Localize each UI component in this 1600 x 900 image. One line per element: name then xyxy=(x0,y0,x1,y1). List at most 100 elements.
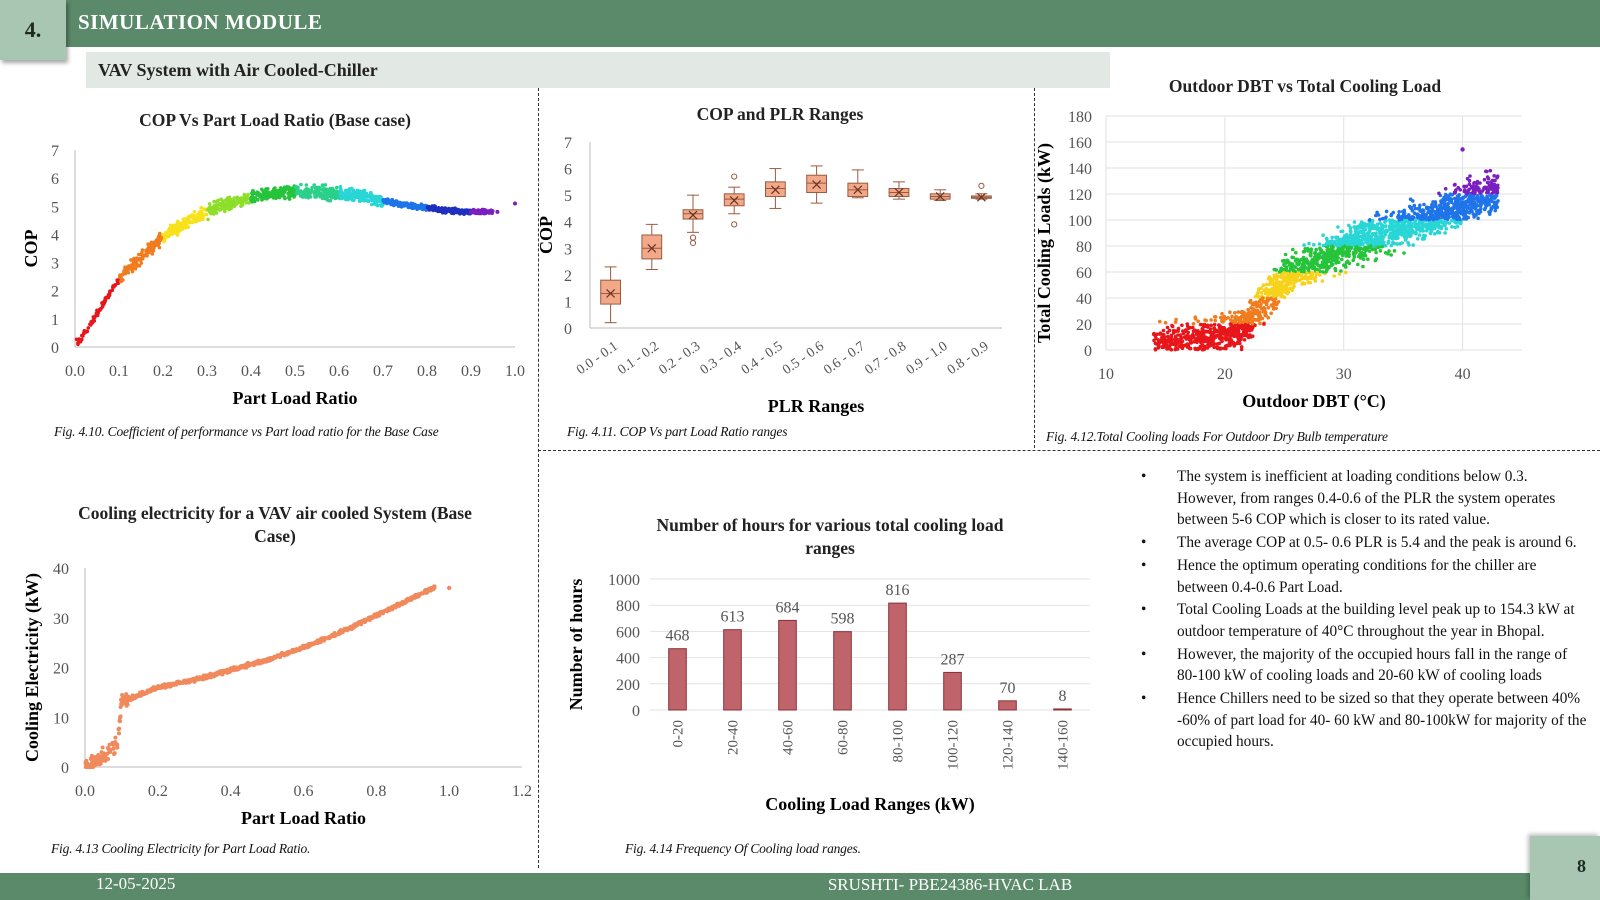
box xyxy=(641,234,663,260)
data-point xyxy=(111,742,116,747)
data-point xyxy=(1379,233,1384,237)
data-point xyxy=(1387,249,1391,253)
data-point xyxy=(1262,300,1266,304)
data-point xyxy=(181,221,186,225)
section-title: SIMULATION MODULE xyxy=(78,10,323,34)
data-point xyxy=(369,190,373,195)
data-point xyxy=(1289,273,1293,278)
data-point xyxy=(1203,318,1207,322)
y-tick-label: 2 xyxy=(564,268,572,285)
chart-cop-ranges-caption: Fig. 4.11. COP Vs part Load Ratio ranges xyxy=(567,424,788,439)
data-point xyxy=(1414,231,1418,236)
data-point xyxy=(1270,286,1275,291)
data-point xyxy=(1202,347,1206,352)
data-point xyxy=(241,665,246,670)
data-point xyxy=(1376,237,1381,241)
data-point xyxy=(446,585,452,591)
data-point xyxy=(362,195,366,200)
data-point xyxy=(1478,191,1482,195)
data-point xyxy=(1199,333,1203,338)
data-point xyxy=(304,183,309,187)
y-tick-label: 1 xyxy=(564,294,572,311)
data-point xyxy=(1405,231,1409,236)
data-point xyxy=(1230,341,1234,346)
data-point xyxy=(1367,235,1371,240)
data-point xyxy=(78,339,83,344)
data-point xyxy=(1365,239,1370,244)
data-point xyxy=(1487,210,1491,214)
box-mean-marker xyxy=(647,243,657,253)
data-point xyxy=(1458,217,1462,222)
data-point xyxy=(1488,168,1493,173)
data-point xyxy=(381,198,386,202)
data-point xyxy=(1169,337,1174,341)
y-tick-label: 30 xyxy=(53,611,69,628)
data-point xyxy=(196,218,201,222)
data-point xyxy=(186,225,191,229)
data-point xyxy=(1296,267,1301,272)
data-point xyxy=(236,200,241,205)
data-point xyxy=(91,761,96,766)
footer-bar xyxy=(0,873,1600,900)
data-point xyxy=(128,697,133,702)
data-point xyxy=(1492,174,1496,178)
data-point xyxy=(1264,313,1268,318)
data-point xyxy=(1244,319,1249,323)
data-point xyxy=(324,189,329,193)
y-axis-label: Number of hours xyxy=(570,579,586,711)
data-point xyxy=(425,589,430,594)
data-point xyxy=(1431,217,1436,222)
data-point xyxy=(175,223,179,228)
data-point xyxy=(103,758,108,763)
y-axis-label: Cooling Electricity (kW) xyxy=(22,573,43,762)
data-point xyxy=(1152,338,1156,343)
x-tick-label: 1.0 xyxy=(439,783,459,800)
data-point xyxy=(1443,223,1447,228)
data-point xyxy=(1447,194,1451,198)
data-point xyxy=(1313,279,1318,283)
y-tick-label: 6 xyxy=(51,171,59,188)
data-point xyxy=(1476,216,1480,221)
x-tick-label: 0.8 xyxy=(366,783,386,800)
data-point xyxy=(1338,251,1342,255)
data-point xyxy=(1156,346,1161,350)
data-point xyxy=(1283,267,1288,271)
data-point xyxy=(352,198,356,202)
data-point xyxy=(1353,247,1358,251)
data-point xyxy=(1485,187,1489,191)
data-point xyxy=(1329,244,1334,249)
data-point xyxy=(212,673,216,678)
data-point xyxy=(370,202,374,207)
data-point xyxy=(1443,216,1447,221)
data-point xyxy=(1408,197,1413,201)
data-point xyxy=(1392,232,1396,236)
data-point xyxy=(1333,266,1337,271)
data-point xyxy=(107,293,112,298)
data-point xyxy=(115,742,120,747)
data-point xyxy=(1476,185,1480,190)
data-point xyxy=(1215,346,1220,350)
data-point xyxy=(1165,325,1170,330)
data-point xyxy=(150,252,155,256)
data-point xyxy=(1443,204,1447,209)
data-point xyxy=(316,639,321,644)
data-point xyxy=(229,198,233,202)
data-point xyxy=(1456,199,1460,203)
data-point xyxy=(490,211,494,215)
data-point xyxy=(1335,244,1340,248)
data-point xyxy=(1188,346,1193,351)
data-point xyxy=(1224,346,1228,351)
data-point xyxy=(1248,311,1253,315)
chart-cop-ranges-title: COP and PLR Ranges xyxy=(696,104,864,124)
list-item: • However, the majority of the occupied h… xyxy=(1135,644,1590,687)
data-point xyxy=(1422,202,1426,207)
data-point xyxy=(1443,192,1448,197)
data-point xyxy=(1211,341,1216,345)
data-point xyxy=(375,612,380,617)
data-point xyxy=(104,295,109,300)
x-tick-label: 0-20 xyxy=(671,720,687,748)
data-point xyxy=(1430,202,1434,207)
data-point xyxy=(1238,320,1242,325)
data-point xyxy=(1171,342,1175,346)
data-point xyxy=(1158,339,1162,343)
